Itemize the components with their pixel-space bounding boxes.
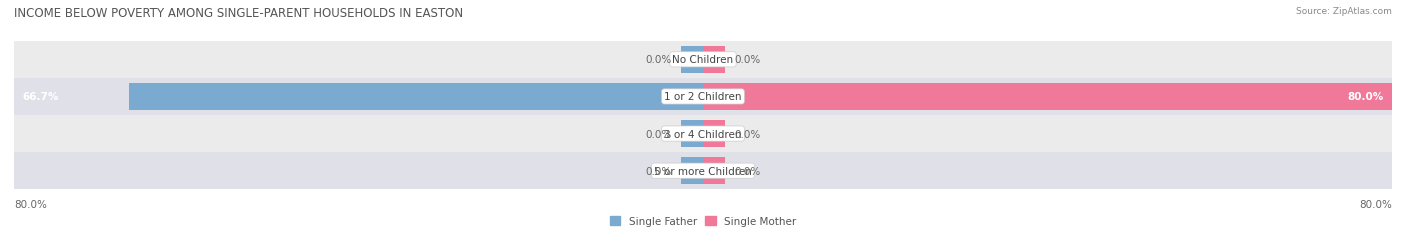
Text: 0.0%: 0.0% xyxy=(735,166,761,176)
Text: 1 or 2 Children: 1 or 2 Children xyxy=(664,92,742,102)
Text: 80.0%: 80.0% xyxy=(1347,92,1384,102)
Text: No Children: No Children xyxy=(672,55,734,65)
Bar xyxy=(703,121,724,147)
Text: 0.0%: 0.0% xyxy=(645,166,671,176)
Text: 5 or more Children: 5 or more Children xyxy=(654,166,752,176)
Text: 0.0%: 0.0% xyxy=(645,55,671,65)
Bar xyxy=(14,152,1392,189)
Text: 80.0%: 80.0% xyxy=(1360,199,1392,209)
Bar xyxy=(14,42,1392,79)
Text: 0.0%: 0.0% xyxy=(645,129,671,139)
Text: 66.7%: 66.7% xyxy=(22,92,59,102)
Bar xyxy=(128,84,703,110)
Text: Source: ZipAtlas.com: Source: ZipAtlas.com xyxy=(1296,7,1392,16)
Text: 0.0%: 0.0% xyxy=(735,55,761,65)
Bar xyxy=(703,84,1392,110)
Text: INCOME BELOW POVERTY AMONG SINGLE-PARENT HOUSEHOLDS IN EASTON: INCOME BELOW POVERTY AMONG SINGLE-PARENT… xyxy=(14,7,463,20)
Text: 0.0%: 0.0% xyxy=(735,129,761,139)
Bar xyxy=(703,158,724,184)
Bar xyxy=(703,47,724,73)
Text: 3 or 4 Children: 3 or 4 Children xyxy=(664,129,742,139)
Bar xyxy=(682,47,703,73)
Bar xyxy=(14,79,1392,116)
Text: 80.0%: 80.0% xyxy=(14,199,46,209)
Bar xyxy=(682,121,703,147)
Bar xyxy=(682,158,703,184)
Bar xyxy=(14,116,1392,152)
Legend: Single Father, Single Mother: Single Father, Single Mother xyxy=(610,216,796,226)
